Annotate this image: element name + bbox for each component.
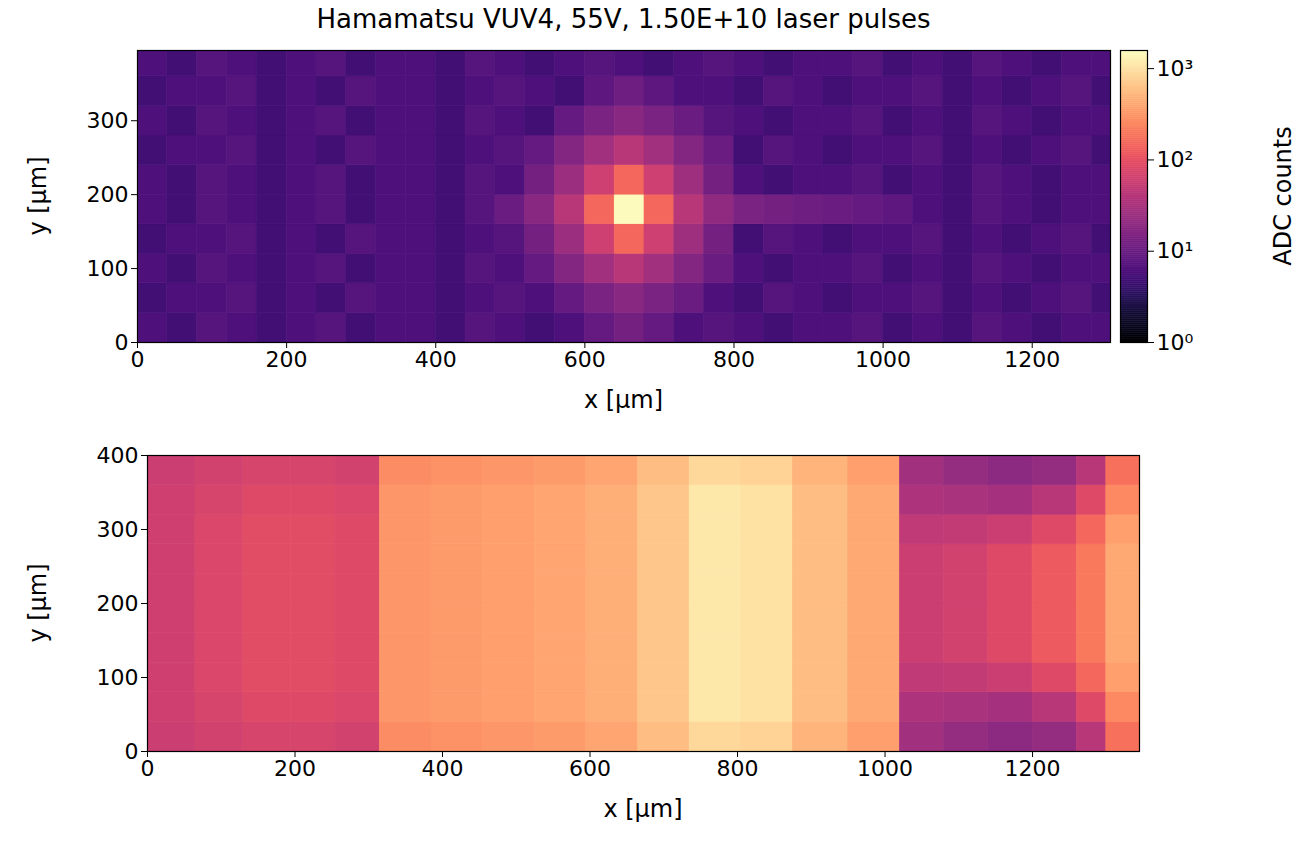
- svg-text:200: 200: [97, 591, 139, 616]
- svg-text:0: 0: [141, 756, 155, 781]
- svg-text:100: 100: [87, 256, 129, 281]
- svg-text:200: 200: [274, 756, 316, 781]
- svg-text:200: 200: [87, 182, 129, 207]
- svg-text:1200: 1200: [1004, 347, 1060, 372]
- svg-text:200: 200: [266, 347, 308, 372]
- svg-text:400: 400: [422, 756, 464, 781]
- svg-text:300: 300: [87, 108, 129, 133]
- svg-text:300: 300: [97, 517, 139, 542]
- svg-text:0: 0: [125, 739, 139, 764]
- svg-text:600: 600: [564, 347, 606, 372]
- svg-text:400: 400: [415, 347, 457, 372]
- svg-text:800: 800: [713, 347, 755, 372]
- svg-text:800: 800: [717, 756, 759, 781]
- svg-text:1000: 1000: [857, 756, 913, 781]
- svg-text:1000: 1000: [855, 347, 911, 372]
- svg-text:10⁰: 10⁰: [1157, 330, 1194, 355]
- html-text:Hamamatsu VUV4, 55V, 1.50E+10: Hamamatsu VUV4, 55V, 1.50E+10 laser puls…: [316, 4, 931, 34]
- html-text:y [μm]: y [μm]: [24, 563, 52, 643]
- html-text:y [μm]: y [μm]: [24, 156, 52, 236]
- svg-text:10²: 10²: [1157, 147, 1194, 172]
- html-text:x [μm]: x [μm]: [603, 795, 683, 823]
- svg-text:10¹: 10¹: [1157, 238, 1194, 263]
- svg-text:0: 0: [131, 347, 145, 372]
- svg-text:1200: 1200: [1005, 756, 1061, 781]
- svg-text:100: 100: [97, 665, 139, 690]
- svg-text:600: 600: [569, 756, 611, 781]
- svg-text:10³: 10³: [1157, 56, 1194, 81]
- html-text:x [μm]: x [μm]: [583, 386, 664, 414]
- svg-text:0: 0: [115, 330, 129, 355]
- svg-text:400: 400: [97, 443, 139, 468]
- html-text:ADC counts: ADC counts: [1269, 126, 1297, 266]
